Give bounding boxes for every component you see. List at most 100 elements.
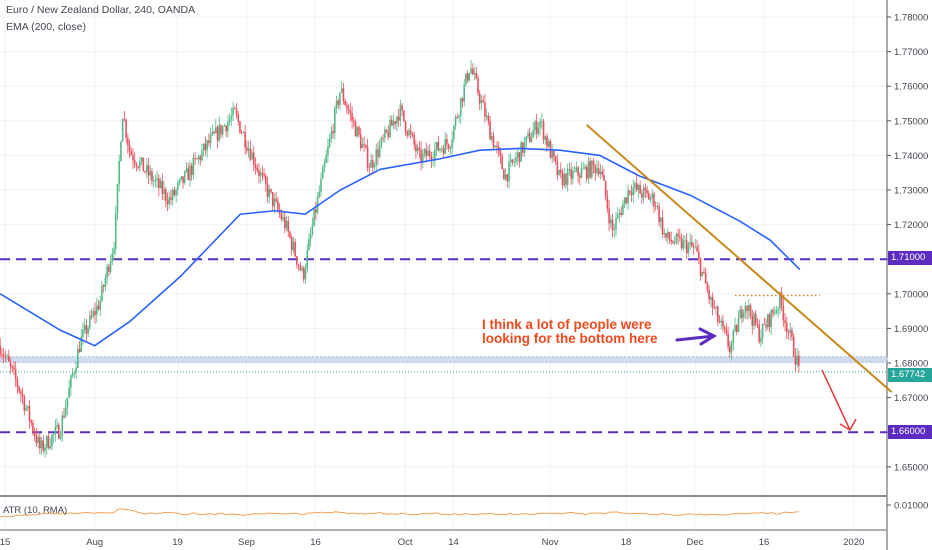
candle-body: [156, 178, 158, 180]
candle-body: [164, 189, 167, 201]
y-tick-label: 1.76000: [894, 82, 928, 93]
candle-body: [587, 161, 590, 179]
candle-body: [715, 306, 717, 309]
candle-body: [170, 197, 172, 200]
candle-body: [716, 306, 719, 322]
candle-body: [389, 119, 391, 138]
candle-body: [95, 305, 98, 315]
candle-body: [327, 146, 329, 156]
candle-body: [516, 152, 519, 158]
candle-body: [532, 130, 534, 138]
candle-body: [484, 102, 486, 117]
candle-body: [616, 214, 619, 219]
candle-body: [85, 325, 88, 334]
candle-body: [751, 315, 754, 326]
candle-body: [680, 237, 683, 249]
candle-body: [227, 122, 229, 132]
candle-body: [130, 151, 133, 156]
candle-body: [589, 161, 591, 178]
candle-body: [266, 184, 269, 197]
candle-body: [748, 305, 750, 311]
annotation-line-2: looking for the bottom here: [482, 331, 658, 346]
atr-line: [0, 508, 799, 518]
candle-body: [546, 136, 548, 147]
candle-body: [349, 110, 352, 114]
candle-body: [366, 147, 369, 168]
candle-body: [723, 326, 726, 330]
candle-body: [149, 171, 152, 176]
candle-body: [211, 131, 214, 135]
candle-body: [380, 137, 383, 146]
candle-body: [61, 415, 64, 436]
candle-body: [399, 105, 402, 121]
candle-body: [223, 125, 226, 127]
candle-body: [729, 346, 731, 353]
candle-body: [613, 229, 616, 231]
candle-body: [178, 179, 181, 184]
candle-body: [301, 267, 303, 271]
candle-body: [735, 325, 738, 333]
candle-body: [323, 163, 326, 168]
candle-body: [623, 197, 626, 205]
candle-body: [794, 356, 797, 365]
candle-body: [1, 354, 3, 356]
candle-body: [603, 174, 605, 181]
candle-body: [25, 407, 27, 411]
candle-body: [315, 209, 317, 213]
candle-body: [780, 292, 783, 306]
candle-body: [544, 136, 547, 140]
candle-body: [175, 189, 177, 195]
candle-body: [440, 148, 443, 150]
candle-body: [49, 446, 51, 449]
candle-body: [342, 88, 345, 101]
candle-body: [542, 121, 545, 140]
candle-body: [213, 131, 215, 134]
candle-body: [6, 355, 8, 357]
candle-body: [682, 240, 685, 249]
candle-body: [713, 307, 716, 309]
candle-body: [190, 165, 193, 175]
candle-body: [708, 290, 710, 300]
candle-body: [415, 144, 417, 152]
candle-body: [573, 170, 576, 172]
candle-body: [254, 164, 257, 168]
candle-body: [456, 117, 459, 118]
candle-body: [373, 164, 376, 168]
candle-body: [63, 415, 65, 417]
candle-body: [208, 140, 210, 144]
candle-body: [13, 367, 15, 370]
candle-body: [237, 114, 240, 122]
candle-body: [128, 145, 131, 152]
candle-body: [151, 171, 153, 182]
candle-body: [787, 332, 790, 333]
candle-body: [644, 187, 647, 190]
candle-body: [340, 88, 343, 93]
candle-body: [246, 147, 248, 151]
candle-body: [446, 139, 448, 145]
candle-body: [582, 168, 585, 170]
candle-body: [335, 100, 338, 109]
candle-body: [425, 149, 428, 157]
candle-body: [463, 84, 465, 102]
trendline: [586, 124, 893, 393]
candle-body: [596, 168, 598, 174]
candle-body: [102, 285, 105, 287]
candle-body: [356, 127, 359, 137]
candle-body: [296, 256, 298, 265]
candle-body: [409, 130, 412, 134]
candle-body: [692, 246, 695, 247]
candle-body: [575, 167, 578, 171]
candle-body: [697, 251, 700, 259]
candle-body: [171, 189, 174, 200]
candle-body: [611, 219, 614, 231]
candle-body: [578, 175, 581, 178]
candle-body: [118, 161, 120, 184]
candle-body: [473, 72, 476, 75]
candle-body: [670, 239, 672, 242]
candle-body: [16, 379, 19, 387]
candle-body: [292, 242, 295, 251]
candle-body: [68, 387, 70, 398]
y-tick-label: 1.75000: [894, 116, 928, 127]
candle-body: [566, 169, 569, 185]
